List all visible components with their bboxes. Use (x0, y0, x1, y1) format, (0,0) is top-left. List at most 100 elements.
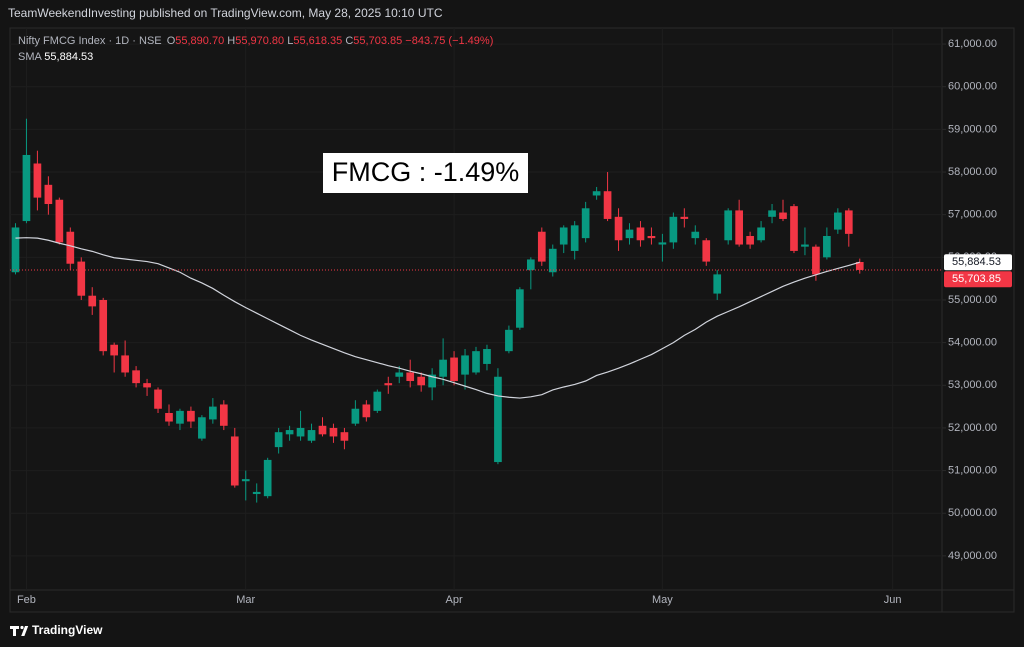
legend-value: 55,890.70 (175, 35, 224, 47)
candle-body (22, 154, 31, 222)
candle-body (823, 236, 831, 258)
candle-body (230, 436, 239, 486)
candle-body (110, 344, 119, 356)
candle-body (351, 408, 360, 424)
candle-body (132, 370, 140, 384)
legend-value: 55,703.85 (353, 35, 402, 47)
candle-body (691, 231, 700, 239)
candle-body (647, 236, 656, 239)
candle-body (548, 248, 557, 273)
y-tick-label: 50,000.00 (948, 507, 997, 519)
candle-body (285, 430, 294, 435)
legend-value: 55,970.80 (235, 35, 284, 47)
legend-value: 55,618.35 (293, 35, 342, 47)
x-tick-label: Feb (17, 594, 36, 606)
candle-body (329, 427, 338, 437)
candle-body (307, 430, 316, 441)
candle-body (219, 404, 228, 426)
candle-body (537, 231, 546, 262)
candle-body (483, 349, 491, 364)
candle-body (625, 229, 634, 239)
candle-body (472, 351, 480, 373)
logo-shape (10, 626, 19, 636)
candle-body (757, 227, 765, 241)
y-tick-label: 59,000.00 (948, 123, 997, 135)
annotation: FMCG : -1.49% (332, 157, 520, 187)
candle-body (263, 459, 272, 497)
candle-body (66, 231, 75, 264)
x-tick-label: Apr (446, 594, 463, 606)
candle-body (55, 199, 64, 243)
candle-body (406, 372, 415, 382)
sma-line (15, 237, 860, 399)
candle-body (77, 261, 86, 296)
candle-body (494, 376, 502, 463)
y-tick-label: 61,000.00 (948, 38, 997, 50)
candle-body (121, 355, 129, 373)
candle-body (384, 383, 393, 386)
candle-body (779, 212, 787, 219)
candle-body (274, 432, 283, 448)
candle-body (702, 240, 711, 262)
legend-symbol: Nifty FMCG Index · 1D · NSE (18, 35, 162, 47)
candle-body (318, 425, 327, 435)
last-price-tag (944, 271, 1012, 288)
candle-body (88, 295, 97, 307)
candle-body (855, 261, 864, 270)
candle-body (340, 432, 349, 441)
candle-body (614, 216, 623, 241)
candle-body (209, 406, 217, 420)
candle-body (428, 374, 436, 388)
candle-body (187, 410, 195, 422)
candle-body (812, 246, 820, 275)
candle-body (735, 210, 743, 245)
candle-body (658, 242, 667, 245)
candle-body (373, 391, 382, 411)
candle-body (592, 191, 601, 196)
candle-body (461, 355, 469, 375)
sma-price-tag (944, 254, 1012, 271)
candle-body (417, 376, 426, 386)
candle-body (362, 404, 371, 418)
brand-name: TradingView (32, 623, 103, 637)
marks (10, 118, 942, 503)
x-tick-label: Jun (884, 594, 902, 606)
logo-shape (21, 626, 29, 636)
logo-shape (20, 625, 24, 630)
y-tick-label: 55,000.00 (948, 294, 997, 306)
candle-body (439, 359, 447, 377)
candle-body (296, 427, 305, 437)
candle-body (33, 163, 42, 198)
candle-body (395, 372, 404, 377)
candle-body (44, 184, 53, 205)
candle-body (450, 357, 458, 382)
legend-key: O (167, 35, 176, 47)
candle-body (241, 479, 250, 482)
candle-body (724, 210, 733, 241)
candle-body (768, 210, 776, 217)
y-tick-label: 58,000.00 (948, 166, 997, 178)
y-tick-label: 52,000.00 (948, 422, 997, 434)
y-tick-label: 60,000.00 (948, 81, 997, 93)
candle-body (570, 225, 579, 251)
candle-body (559, 227, 568, 245)
last-price-label: 55,703.85 (952, 273, 1001, 285)
candle-body (99, 299, 108, 352)
annotation-box (323, 153, 528, 193)
x-tick-label: May (652, 594, 673, 606)
y-tick-label: 49,000.00 (948, 550, 997, 562)
candle-body (844, 210, 853, 234)
candle-body (198, 417, 206, 439)
candle-body (603, 191, 612, 219)
candle-body (669, 216, 678, 243)
candle-body (581, 208, 590, 239)
publisher-line: TeamWeekendInvesting published on Tradin… (8, 6, 443, 20)
candle-body (833, 212, 842, 230)
candle-body (636, 227, 645, 241)
y-tick-label: 53,000.00 (948, 379, 997, 391)
candle-body (176, 410, 184, 424)
candle-body (154, 389, 162, 409)
brand-logo (10, 625, 29, 636)
legend-key: L (287, 35, 293, 47)
candle-body (11, 227, 20, 273)
